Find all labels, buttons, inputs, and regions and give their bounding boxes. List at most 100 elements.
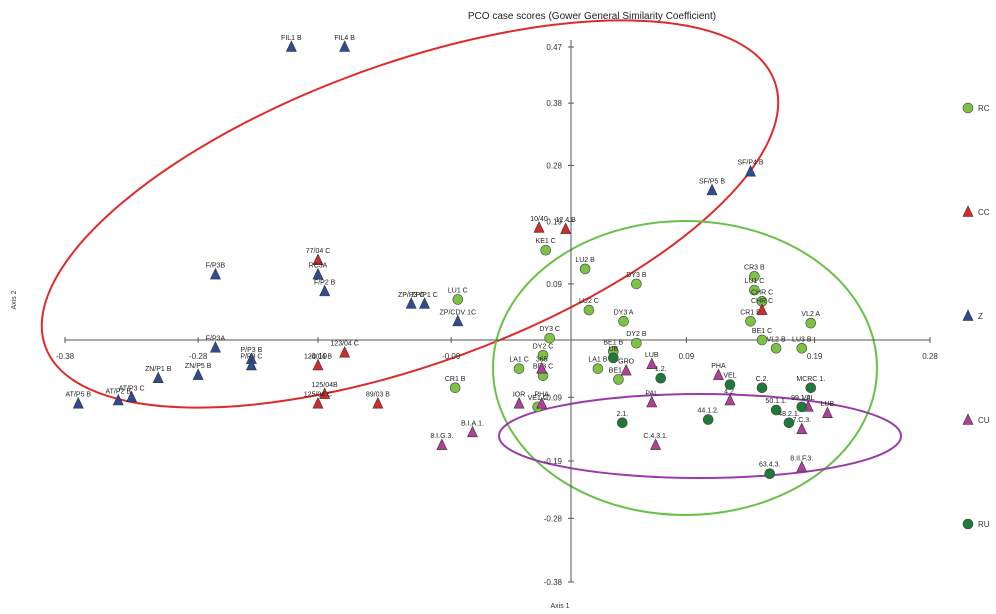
point-label: CR1 B	[445, 376, 466, 383]
point-label: KE1 C	[536, 238, 556, 245]
data-point	[756, 382, 768, 394]
data-point	[631, 337, 642, 349]
y-tick-label: -0.09	[544, 393, 563, 402]
point-label: BE1 B	[603, 339, 623, 346]
point-label: F/P3B	[206, 263, 226, 270]
data-point	[312, 267, 324, 280]
point-label: CR1 B	[740, 309, 761, 316]
data-point	[805, 382, 817, 394]
x-tick-label: -0.09	[442, 352, 461, 361]
point-label: BE1 C	[752, 328, 772, 335]
point-label: P/P3 C	[240, 353, 262, 360]
point-label: LUB	[645, 352, 659, 359]
data-point	[655, 372, 667, 384]
point-label: DY3 B	[626, 272, 647, 279]
tick-labels: -0.38 -0.28 -0.19 -0.09 0.09 0.19 0.28 0.47 0.38…	[56, 43, 938, 587]
data-point	[764, 468, 776, 480]
data-point	[796, 422, 808, 434]
point-label: IOR	[513, 392, 525, 399]
data-point	[724, 393, 736, 406]
data-point	[770, 404, 782, 416]
point-label: LA1 B	[588, 357, 607, 364]
data-point	[583, 304, 595, 316]
point-label: 8.II.F.3.	[790, 455, 813, 462]
point-label: VL2 B	[767, 336, 786, 343]
point-label: C.4.3.1.	[643, 433, 668, 440]
data-point	[372, 396, 384, 409]
point-label: ZP/P3 C	[398, 292, 424, 299]
data-point	[536, 396, 548, 409]
point-label: RC3A	[309, 263, 328, 270]
data-point	[312, 396, 324, 409]
point-label: LU1 C	[744, 278, 764, 285]
legend-label-ru: RU	[978, 520, 990, 529]
point-label: 50.1.1.	[765, 398, 786, 405]
point-label: 1.2.	[655, 366, 667, 373]
data-point	[533, 221, 545, 233]
x-tick-label: 0.28	[922, 352, 938, 361]
data-point	[650, 438, 662, 450]
ellipse-cu	[498, 393, 902, 479]
point-label: 63.4.3.	[759, 462, 780, 469]
point-label: FIL4 B	[334, 35, 355, 42]
point-label: 2.1.	[616, 411, 628, 418]
data-point	[312, 358, 324, 371]
point-label: VL2 A	[801, 311, 820, 318]
y-tick-label: -0.38	[544, 578, 563, 587]
data-point	[339, 40, 351, 52]
data-point	[452, 294, 464, 305]
data-point	[756, 334, 768, 346]
data-point	[312, 253, 324, 266]
point-label: F/P3A	[206, 336, 226, 343]
point-label: SF/P5 B	[699, 178, 725, 185]
point-label: CR3 B	[744, 264, 765, 271]
point-label: B.I.A.1.	[461, 420, 484, 427]
x-tick-label: -0.38	[56, 352, 75, 361]
data-point	[702, 414, 714, 425]
legend-marker-ru	[962, 518, 974, 530]
point-label: 10/40	[530, 216, 548, 223]
data-point	[339, 346, 351, 358]
point-label: 4.2.	[724, 389, 736, 396]
y-tick-label: 0.19	[546, 218, 562, 227]
point-label: 124/04 B	[304, 353, 332, 360]
data-point	[579, 263, 591, 275]
x-tick-label: -0.28	[189, 352, 208, 361]
point-label: LUB	[821, 401, 835, 408]
point-label: 123/04 C	[330, 341, 358, 348]
legend-label-cu: CU	[978, 416, 990, 425]
legend-label-cc: CC	[978, 208, 990, 217]
point-label: FIL1 B	[281, 35, 302, 42]
data-point	[537, 349, 549, 361]
point-label: P/P3 B	[241, 347, 263, 354]
point-label: 125/04B	[312, 382, 338, 389]
data-point	[770, 342, 782, 354]
data-point	[745, 315, 756, 327]
y-tick-label: 0.38	[546, 99, 562, 108]
point-label: LU2 B	[575, 257, 595, 264]
point-label: 44.1.2.	[697, 408, 718, 415]
axes	[65, 40, 930, 582]
point-label: LU2 C	[579, 298, 599, 305]
data-points: KE1 C LU2 B DY3 B CR3 B LU1 C LU2 C DY3 A CHR C…	[66, 35, 835, 480]
legend-label-z: Z	[978, 312, 983, 321]
series-cc: 12.4 B 10/40 CHR C 77/04 C 123/04 C 124/04 B 1…	[304, 216, 773, 409]
legend: RC CC Z CU RU	[962, 102, 990, 530]
legend-marker-rc	[962, 102, 974, 114]
data-point	[436, 438, 448, 450]
point-label: ZP/P1 C	[411, 292, 437, 299]
legend-marker-cc	[962, 205, 974, 217]
point-label: 77/04 C	[306, 248, 331, 255]
point-label: 7.C.3.	[792, 417, 811, 424]
data-point	[513, 363, 525, 374]
point-label: VEL	[723, 373, 736, 380]
point-label: 48.2.1.	[778, 411, 799, 418]
point-label: 8.I.G.3.	[430, 433, 453, 440]
data-point	[618, 315, 629, 327]
data-point	[796, 460, 808, 473]
data-point	[72, 396, 84, 409]
ellipse-rc	[492, 220, 878, 516]
point-label: ZN/P1 B	[145, 366, 172, 373]
point-label: GRO	[618, 359, 635, 366]
